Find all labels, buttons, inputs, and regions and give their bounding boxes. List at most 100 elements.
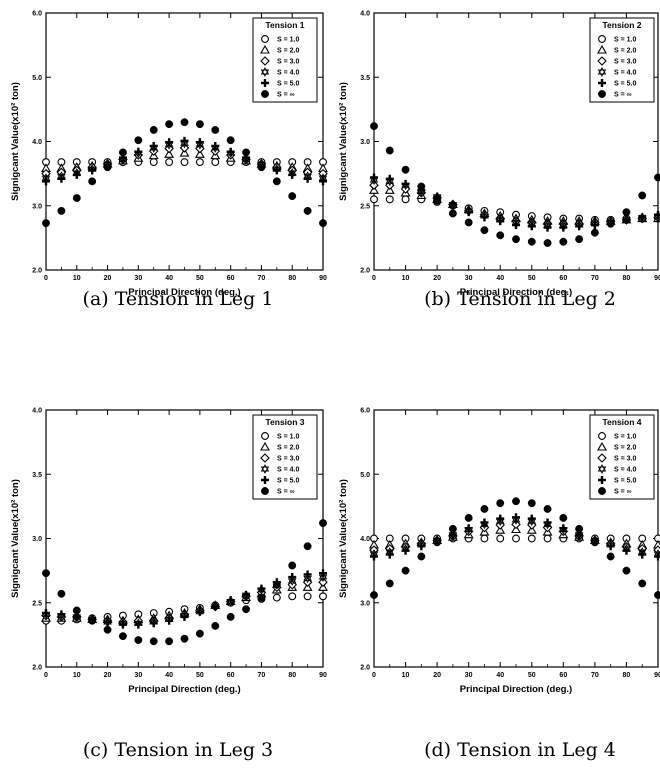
legend-marker [597, 441, 607, 451]
data-point [464, 513, 473, 522]
legend-marker [261, 79, 269, 87]
legend-marker [598, 487, 606, 495]
data-point [103, 618, 112, 627]
panel-caption: (d) Tension in Leg 4 [424, 739, 616, 761]
legend-label: S = 5.0 [277, 478, 299, 485]
legend-marker [261, 35, 269, 43]
data-point [226, 612, 235, 621]
data-point [42, 177, 50, 186]
data-point [527, 516, 537, 524]
chart-panel-4: 0 10 20 30 40 50 60 70 80 90 2.0 3.0 4.0 5.0 6.0 Princi… [338, 408, 660, 761]
data-point [385, 579, 394, 588]
legend-label: S = ∞ [614, 92, 632, 99]
data-point [318, 175, 328, 184]
data-point [149, 637, 158, 646]
y-tick-label: 3.0 [360, 600, 370, 607]
y-tick-label: 3.5 [360, 75, 370, 82]
x-axis-label: Principal Direction (deg.) [460, 287, 572, 298]
data-point [226, 136, 235, 145]
x-tick-label: 80 [623, 672, 631, 679]
series-1 [370, 534, 660, 543]
legend-title: Tension 4 [602, 417, 641, 427]
data-point [42, 609, 50, 618]
y-axis-label: Signigcant Value(x10² ton) [10, 479, 21, 598]
data-point [559, 223, 568, 232]
legend-label: S = 2.0 [614, 48, 636, 55]
legend-label: S = 3.0 [277, 456, 299, 463]
y-axis-label: Signigcant Value(x10² ton) [338, 479, 349, 598]
data-point [638, 191, 647, 200]
data-point [480, 518, 489, 527]
legend-marker [598, 432, 606, 440]
legend-marker [597, 453, 607, 463]
legend-marker [597, 44, 607, 54]
series-5 [370, 513, 660, 561]
x-tick-label: 80 [288, 275, 296, 282]
data-point [88, 177, 97, 186]
y-tick-label: 2.5 [32, 600, 42, 607]
data-point [527, 222, 536, 231]
legend-label: S = 4.0 [614, 467, 636, 474]
data-point [72, 170, 81, 179]
data-point [303, 174, 312, 183]
legend-marker [261, 432, 269, 440]
y-tick-label: 3.0 [360, 139, 370, 146]
data-point [72, 194, 81, 202]
data-point [303, 592, 312, 601]
y-tick-label: 3.0 [32, 536, 42, 543]
legend-marker [260, 464, 270, 472]
data-point [543, 534, 552, 543]
y-tick-label: 2.0 [32, 268, 42, 275]
data-point [319, 177, 327, 186]
x-tick-label: 80 [623, 275, 631, 282]
data-point [480, 213, 489, 222]
data-point [88, 616, 97, 625]
data-point [180, 136, 189, 145]
series-5 [42, 569, 327, 629]
x-tick-label: 80 [288, 672, 296, 679]
x-axis-label: Principal Direction (deg.) [460, 684, 572, 695]
data-point [527, 499, 536, 508]
x-tick-label: 40 [496, 275, 504, 282]
data-point [57, 173, 66, 182]
legend-label: S = 4.0 [277, 467, 299, 474]
legend-marker [597, 67, 607, 75]
y-axis-label: Signigcant Value(x10² ton) [10, 82, 21, 201]
legend: Tension 3 S = 1.0 S = 2.0 S = 3.0 S = 4.0 S =… [252, 414, 318, 500]
data-point [512, 497, 520, 506]
data-point [165, 138, 174, 147]
legend-marker [260, 56, 270, 66]
y-tick-label: 4.0 [32, 139, 42, 146]
data-point [369, 551, 379, 559]
data-point [511, 220, 521, 228]
x-tick-label: 30 [465, 672, 473, 679]
data-point [480, 504, 489, 513]
data-point [180, 118, 189, 127]
data-point [180, 634, 189, 643]
legend-label: S = 1.0 [614, 434, 636, 441]
x-axis-label: Principal Direction (deg.) [128, 287, 240, 298]
data-point [134, 620, 143, 629]
panel-caption: (b) Tension in Leg 2 [424, 288, 616, 310]
x-tick-label: 10 [402, 275, 410, 282]
legend: Tension 1 S = 1.0 S = 2.0 S = 3.0 S = 4.0 S =… [252, 17, 318, 103]
data-point [134, 636, 143, 644]
legend: Tension 2 S = 1.0 S = 2.0 S = 3.0 S = 4.0 S =… [589, 17, 655, 103]
data-point [512, 513, 520, 522]
chart-panel-3: 0 10 20 30 40 50 60 70 80 90 2.0 2.5 3.0 3.5 4.0 Princi… [10, 408, 328, 761]
x-tick-label: 20 [433, 672, 441, 679]
legend-marker [260, 453, 270, 463]
data-point [433, 196, 442, 205]
data-point [303, 206, 312, 215]
legend-label: S = 1.0 [277, 37, 299, 44]
y-tick-label: 5.0 [32, 75, 42, 82]
legend-marker [597, 464, 607, 472]
data-point [164, 139, 174, 148]
y-tick-label: 4.0 [360, 536, 370, 543]
data-point [180, 138, 189, 146]
data-point [165, 120, 174, 129]
data-point [543, 518, 552, 527]
y-tick-label: 4.0 [360, 11, 370, 18]
legend-marker [598, 476, 606, 484]
data-point [72, 606, 81, 615]
